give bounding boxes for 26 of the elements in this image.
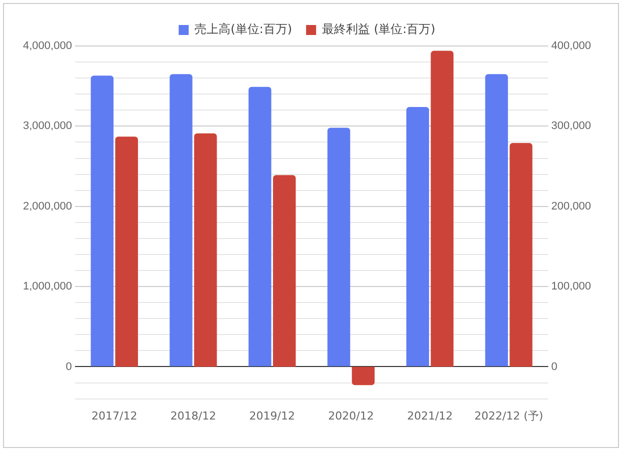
x-tick-label: 2020/12	[328, 409, 374, 422]
y2-tick-label: 300,000	[551, 120, 592, 132]
bar	[273, 175, 296, 367]
y-tick-label: 3,000,000	[23, 120, 72, 132]
bar	[510, 143, 532, 367]
y-tick-label: 4,000,000	[23, 40, 72, 52]
y2-tick-label: 200,000	[551, 200, 592, 212]
legend-label: 売上高(単位:百万)	[194, 22, 292, 36]
bar	[194, 133, 217, 367]
y2-tick-label: 400,000	[551, 40, 592, 52]
x-tick-label: 2018/12	[170, 409, 216, 422]
y2-tick-label: 0	[551, 360, 558, 373]
bar	[485, 74, 508, 366]
bar	[327, 128, 350, 366]
x-tick-label: 2017/12	[92, 409, 138, 422]
y-tick-label: 2,000,000	[23, 200, 72, 212]
bar	[352, 366, 375, 386]
bar	[170, 74, 192, 366]
y2-tick-label: 100,000	[551, 280, 592, 293]
legend-label: 最終利益 (単位:百万)	[322, 22, 436, 36]
y-tick-label: 1,000,000	[23, 280, 72, 293]
x-tick-label: 2022/12 (予)	[474, 409, 544, 422]
bar	[248, 86, 272, 366]
x-tick-label: 2019/12	[249, 409, 295, 422]
x-tick-label: 2021/12	[407, 409, 453, 422]
y-tick-label: 0	[66, 360, 72, 373]
